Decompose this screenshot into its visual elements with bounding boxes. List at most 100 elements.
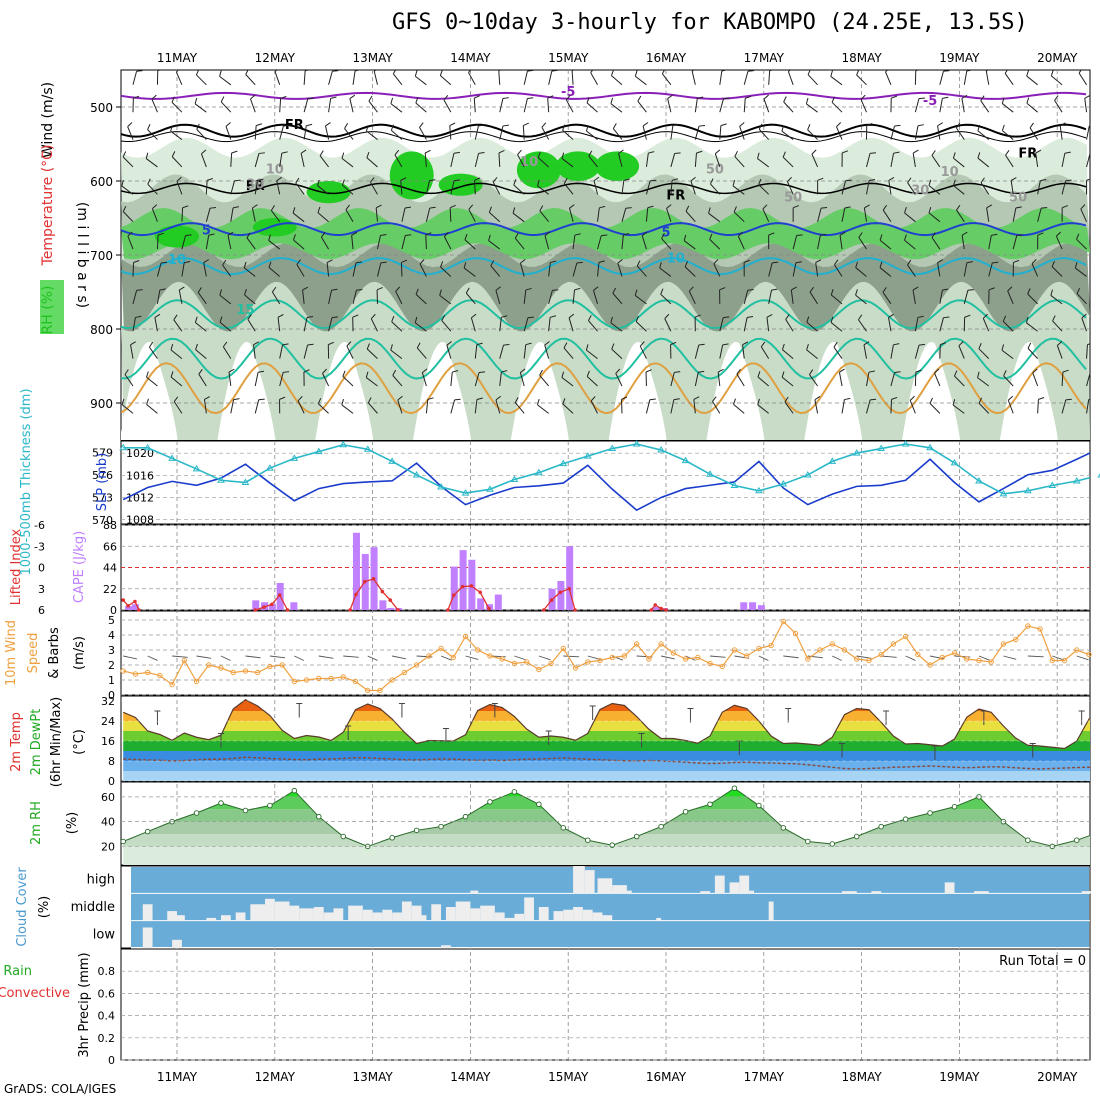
wind-speed-point xyxy=(1000,641,1007,647)
wind-speed-point xyxy=(768,642,774,649)
wind-barb-flag xyxy=(956,204,961,211)
wind-barb-flag xyxy=(585,125,589,132)
wind-barb-flag xyxy=(574,233,581,236)
wind-barb xyxy=(303,317,308,332)
precip-tick-label: 0.8 xyxy=(98,965,116,978)
wind-barb xyxy=(544,345,550,359)
wind-barb-flag xyxy=(720,123,727,127)
wind-barb-flag xyxy=(514,397,519,403)
wind-barb-flag xyxy=(830,289,834,296)
wind-barb xyxy=(488,240,501,250)
wind-barb-flag xyxy=(785,314,790,320)
wind-barb-flag xyxy=(425,232,432,236)
wind-barb-flag xyxy=(569,204,575,209)
wind-barb xyxy=(879,239,892,250)
wind-barb xyxy=(490,265,501,277)
contour-label: 10 xyxy=(941,165,959,180)
wind-barb xyxy=(743,98,746,113)
wind-barb xyxy=(865,180,870,195)
cloud-row-label: middle xyxy=(71,900,115,915)
cloud-cell xyxy=(842,891,857,894)
wind-barb-flag xyxy=(373,70,377,72)
wind-barb xyxy=(717,372,721,387)
surface-wind-barb xyxy=(1003,655,1017,660)
wind-barb-flag xyxy=(966,261,973,264)
wind-barb-flag xyxy=(525,342,532,346)
wind-barb xyxy=(132,317,136,332)
cloud-cell xyxy=(299,908,314,921)
wind-barb xyxy=(303,125,307,140)
wind-tick-label: 1 xyxy=(108,674,115,687)
lifted-tick-label: 3 xyxy=(38,583,45,596)
wind-barb-flag xyxy=(303,369,310,373)
wind-barb-flag xyxy=(693,396,700,400)
wind-barb xyxy=(830,322,843,332)
wind-barb-flag xyxy=(696,150,703,154)
wind-barb xyxy=(833,346,843,359)
wind-barb xyxy=(127,235,134,250)
wind-barb xyxy=(499,372,502,387)
wind-barb xyxy=(885,71,892,85)
cloud-cell xyxy=(573,866,585,894)
lifted-index-point xyxy=(478,590,482,595)
wind-barb xyxy=(890,153,895,168)
wind-barb-flag xyxy=(893,151,900,154)
wind-barb xyxy=(806,349,818,359)
wind-barb-flag xyxy=(349,94,356,99)
wind-barb xyxy=(953,185,965,195)
contour-label: FR xyxy=(246,179,265,194)
wind-barb xyxy=(270,210,281,222)
wind-barb xyxy=(200,153,207,168)
wind-barb xyxy=(390,349,403,359)
cape-bar xyxy=(450,566,458,610)
rh-plume xyxy=(217,342,276,440)
wind-barb xyxy=(219,294,232,305)
cape-bar xyxy=(494,594,502,610)
contour-label: 10 xyxy=(520,155,538,170)
wind-barb-flag xyxy=(416,342,421,349)
wind-barb xyxy=(571,70,574,85)
date-tick-top: 19MAY xyxy=(939,51,980,65)
wind-barb-flag xyxy=(152,204,158,210)
wind-speed-line xyxy=(123,620,1090,692)
wind-barb xyxy=(569,208,574,222)
wind-barb-flag xyxy=(612,287,617,294)
wind-barb-flag xyxy=(246,232,251,239)
wind-barb xyxy=(561,377,574,387)
lifted-index-point xyxy=(362,579,367,584)
wind-barb xyxy=(710,183,721,195)
wind-barb-flag xyxy=(346,341,352,347)
wind-barb xyxy=(537,157,549,168)
wind-barb-flag xyxy=(856,70,860,76)
wind-barb-flag xyxy=(488,206,492,213)
cloud-cell xyxy=(372,912,383,921)
wind-barb xyxy=(914,317,919,332)
wind-barb xyxy=(254,125,257,140)
wind-barb xyxy=(148,346,158,359)
rh-point xyxy=(731,785,738,791)
surface-wind-barb xyxy=(1052,655,1064,661)
wind-barb xyxy=(815,262,819,277)
wind-barb xyxy=(806,321,818,332)
wind-barb-flag xyxy=(601,234,608,237)
wind-barb xyxy=(763,98,770,113)
wind-barb xyxy=(914,344,920,359)
wind-barb-flag xyxy=(176,176,182,182)
wind-tick-label: 4 xyxy=(108,629,115,642)
wind-barb xyxy=(1037,180,1041,195)
lifted-index-point xyxy=(396,608,400,612)
rh-tower xyxy=(252,218,297,237)
wind-barb xyxy=(377,235,381,250)
wind-ylabel-unit: (m/s) xyxy=(72,636,87,670)
surface-wind-barb xyxy=(416,655,433,658)
wind-barb xyxy=(1076,293,1087,305)
wind-barb-flag xyxy=(1029,122,1034,129)
surface-wind-barb xyxy=(1076,655,1089,661)
wind-barb xyxy=(342,184,354,195)
surface-wind-barb xyxy=(563,655,580,658)
wind-barb xyxy=(474,344,478,359)
wind-barb xyxy=(297,400,305,414)
contour-label: 50 xyxy=(1009,191,1027,206)
lifted-index-point xyxy=(573,608,577,612)
wind-speed-point xyxy=(707,660,713,667)
